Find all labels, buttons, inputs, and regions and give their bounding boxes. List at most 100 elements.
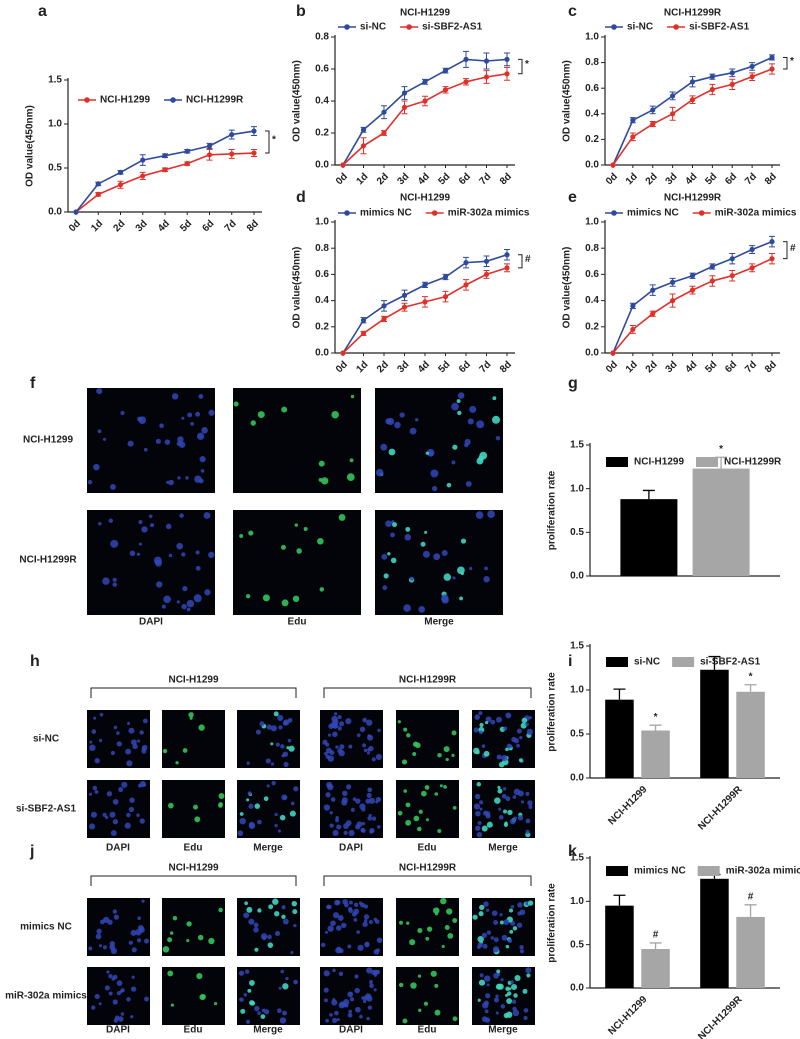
nucleus [161, 604, 166, 609]
nucleus [163, 595, 171, 604]
nucleus [528, 805, 533, 810]
nucleus [176, 600, 180, 604]
nucleus [329, 750, 335, 756]
nucleus [118, 787, 124, 793]
data-point [630, 303, 636, 309]
y-tick-label: 0.2 [315, 321, 329, 332]
nucleus [403, 604, 411, 612]
nucleus [486, 821, 493, 828]
nucleus [275, 742, 280, 747]
nucleus [425, 818, 429, 822]
nucleus [130, 739, 137, 746]
x-tick-label: 3d [134, 218, 150, 234]
legend-label: miR-302a mimics [715, 208, 797, 219]
column-label: Edu [418, 1025, 437, 1036]
nucleus [113, 725, 118, 730]
legend-marker [431, 210, 438, 216]
nucleus [109, 944, 116, 951]
nucleus [270, 742, 274, 746]
nucleus [246, 1019, 251, 1024]
x-tick-label: 2d [375, 171, 391, 187]
nucleus [409, 427, 417, 435]
nucleus [525, 722, 529, 727]
nucleus [239, 817, 246, 825]
nucleus [266, 784, 270, 788]
nucleus [280, 744, 285, 749]
nucleus [172, 915, 178, 921]
nucleus [510, 905, 515, 909]
legend-label: NCI-H1299 [100, 95, 150, 106]
nucleus [257, 411, 265, 419]
y-tick-label: 0.5 [570, 729, 584, 740]
nucleus [168, 802, 174, 809]
nucleus [281, 599, 289, 607]
nucleus [339, 721, 345, 727]
nucleus [138, 783, 142, 788]
nucleus [292, 909, 298, 915]
nucleus [369, 980, 373, 984]
nucleus [479, 973, 484, 978]
column-label: DAPI [339, 1025, 363, 1036]
nucleus [346, 784, 352, 790]
nucleus [181, 416, 185, 420]
nucleus [108, 973, 113, 979]
nucleus [423, 1001, 429, 1006]
data-point [463, 260, 469, 266]
row-label: NCI-H1299 [23, 435, 73, 446]
group-label: NCI-H1299 [168, 863, 218, 874]
nucleus [179, 513, 184, 518]
data-point [749, 246, 755, 253]
nucleus [437, 829, 442, 834]
nucleus [98, 522, 102, 526]
micrograph [87, 388, 215, 493]
nucleus [110, 750, 116, 756]
nucleus [350, 807, 355, 812]
nucleus [413, 815, 420, 822]
annotation: * [272, 135, 276, 146]
y-tick-label: 0.0 [315, 160, 329, 171]
legend-marker [344, 24, 350, 30]
nucleus [506, 998, 513, 1004]
nucleus [327, 733, 332, 737]
nucleus [292, 595, 300, 603]
nucleus [239, 533, 244, 538]
nucleus [503, 822, 509, 828]
panel-letter: j [29, 843, 34, 860]
nucleus [91, 1005, 96, 1010]
x-tick-label: NCI-H1299 [606, 784, 649, 827]
data-point [769, 256, 775, 262]
nucleus [281, 794, 288, 801]
nucleus [362, 743, 367, 748]
nucleus [150, 523, 155, 528]
nucleus [144, 996, 149, 1002]
x-tick-label: 8d [763, 171, 779, 187]
nucleus [271, 780, 276, 786]
y-tick-label: 1.0 [315, 217, 329, 228]
nucleus [434, 983, 439, 988]
x-tick-label: 8d [245, 218, 261, 234]
nucleus [444, 925, 450, 930]
y-tick-label: 1.5 [570, 853, 584, 864]
nucleus [479, 722, 484, 728]
panel-letter: g [568, 375, 578, 392]
nucleus [89, 744, 96, 751]
nucleus [512, 795, 517, 799]
nucleus [490, 936, 494, 940]
nucleus [503, 809, 508, 814]
nucleus [376, 825, 381, 829]
nucleus [324, 930, 329, 934]
nucleus [296, 548, 302, 554]
data-point [483, 258, 490, 264]
nucleus [348, 829, 355, 837]
nucleus [198, 724, 205, 731]
nucleus [527, 900, 534, 906]
nucleus [475, 825, 481, 831]
nucleus [457, 410, 462, 416]
series-line [342, 267, 508, 354]
nucleus [441, 944, 445, 948]
nucleus [102, 437, 106, 441]
nucleus [130, 929, 137, 936]
y-tick-label: 1.0 [570, 483, 584, 494]
nucleus [343, 830, 348, 835]
nucleus [200, 469, 205, 473]
